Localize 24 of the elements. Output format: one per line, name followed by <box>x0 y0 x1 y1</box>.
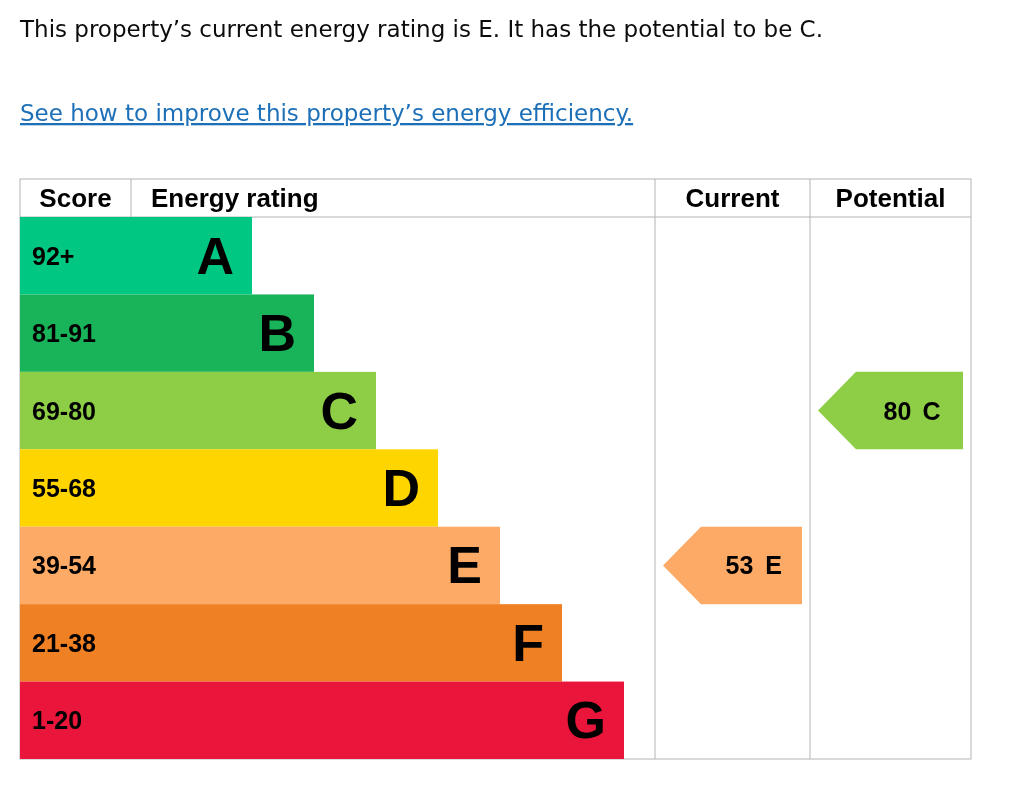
category-label: 39-54 <box>32 551 97 580</box>
text: D <box>382 459 420 517</box>
text: See how to improve this property’s energy efficiency. <box>20 100 634 126</box>
data-label: 53 <box>725 551 754 580</box>
category-label: 55-68 <box>32 474 97 502</box>
text: C <box>320 381 358 440</box>
text: C <box>922 396 941 425</box>
text: Current <box>685 183 780 213</box>
category-label: 81-91 <box>32 319 97 348</box>
data-label: 80 <box>883 396 912 425</box>
text: F <box>512 613 544 672</box>
text: Energy rating <box>151 183 319 213</box>
text: A <box>196 226 234 285</box>
text: E <box>765 551 782 580</box>
text: Score <box>39 183 112 213</box>
text: G <box>565 691 606 750</box>
category-label: 69-80 <box>32 396 96 425</box>
text: E <box>447 536 482 595</box>
text: Potential <box>835 183 946 213</box>
category-label: 1-20 <box>32 706 83 735</box>
category-label: 21-38 <box>32 628 97 657</box>
text: B <box>258 304 296 363</box>
text: This property’s current energy rating is E. It has the potential to be C. <box>19 16 823 42</box>
category-label: 92+ <box>32 241 75 270</box>
